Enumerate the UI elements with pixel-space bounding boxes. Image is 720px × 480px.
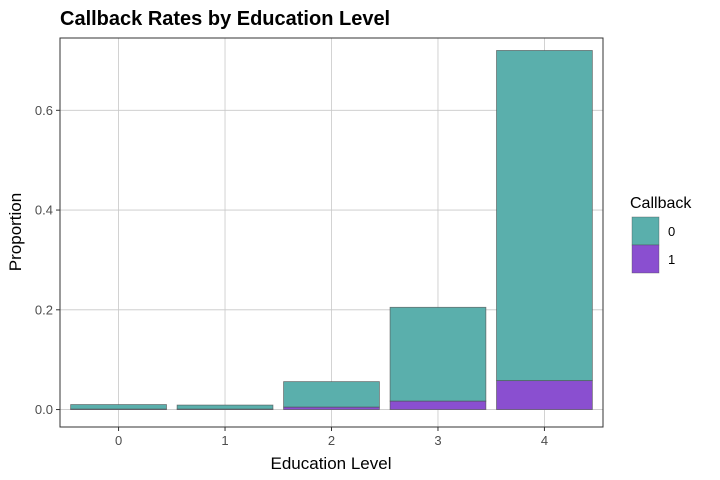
legend-label-0: 0: [668, 224, 675, 239]
legend-label-1: 1: [668, 252, 675, 267]
x-tick-label: 4: [541, 433, 548, 448]
bar-callback-1-edu-4: [496, 380, 593, 410]
y-tick-label: 0.4: [35, 203, 53, 218]
bar-callback-0-edu-3: [389, 306, 487, 402]
x-tick-label: 1: [221, 433, 228, 448]
y-tick-label: 0.2: [35, 302, 53, 317]
y-tick-label: 0.6: [35, 103, 53, 118]
x-tick-label: 3: [434, 433, 441, 448]
bars: [70, 50, 593, 410]
bar-callback-0-edu-0: [70, 404, 167, 410]
bar-callback-0-edu-2: [283, 381, 380, 408]
x-tick-label: 2: [328, 433, 335, 448]
bar-callback-0-edu-4: [496, 50, 593, 382]
legend-title: Callback: [630, 195, 692, 212]
legend: Callback 0 1: [630, 195, 692, 274]
x-tick-label: 0: [115, 433, 122, 448]
chart-title: Callback Rates by Education Level: [60, 8, 390, 30]
bar-callback-1-edu-3: [389, 400, 487, 410]
y-tick-label: 0.0: [35, 402, 53, 417]
legend-key-1: [631, 244, 660, 274]
axis-ticks: 0.0 0.2 0.4 0.6 0 1 2 3 4: [35, 103, 548, 448]
legend-key-0: [631, 216, 660, 246]
y-axis-title: Proportion: [6, 193, 25, 271]
x-axis-title: Education Level: [271, 454, 392, 473]
bar-callback-0-edu-1: [176, 404, 274, 410]
